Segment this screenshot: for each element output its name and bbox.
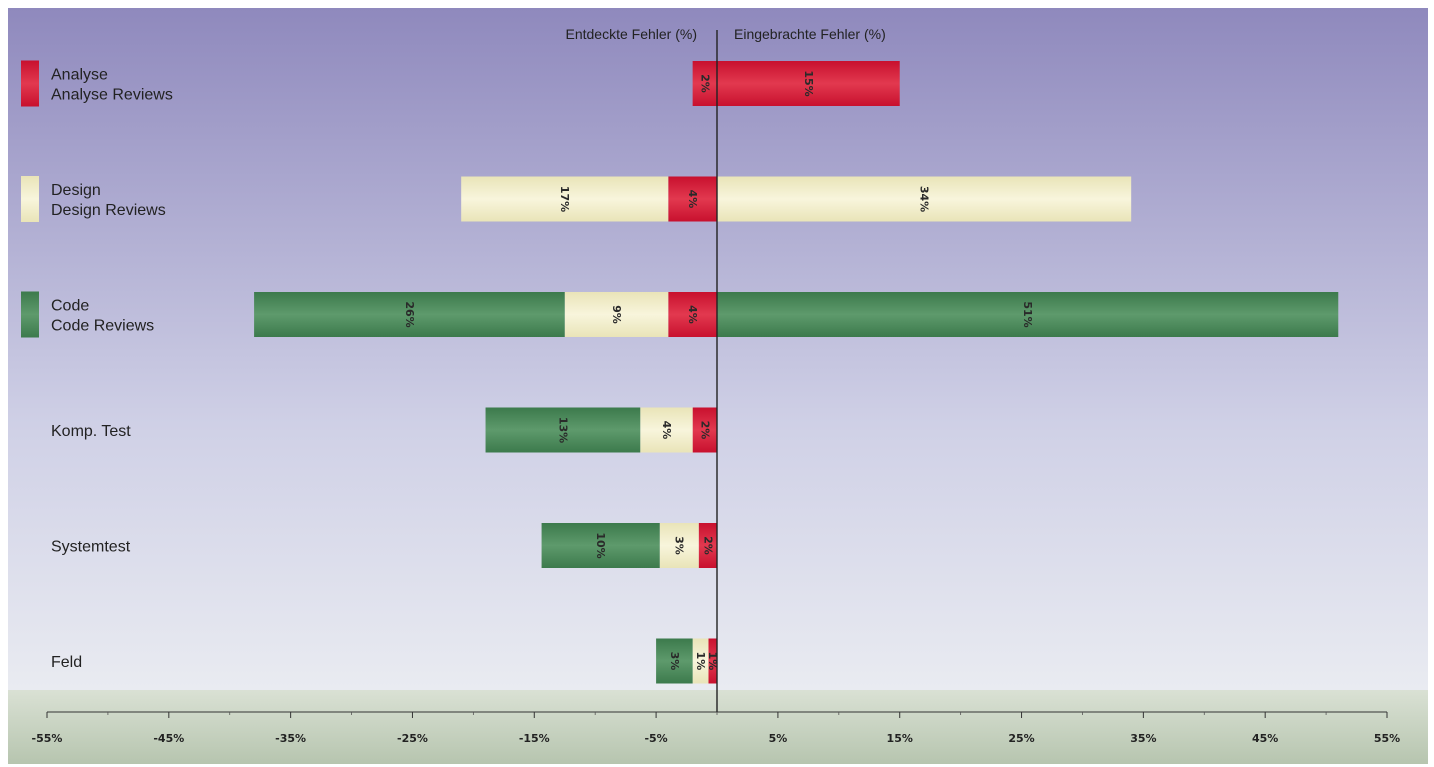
x-tick-label-0: -55% <box>32 732 63 745</box>
category-label-2-line1: Code <box>51 298 89 315</box>
bar-introduced-analyse-0 <box>717 61 900 106</box>
bar-detected-code-5 <box>656 638 693 684</box>
x-axis: -55% -45% -35% -25% -15% -5% 5% 15% 25% 35% 45% 55% <box>32 711 1400 745</box>
bar-detected-analyse-3 <box>692 407 717 453</box>
x-tick-label-9: 35% <box>1130 732 1156 745</box>
bar-detected-analyse-2 <box>668 292 717 337</box>
axis-band <box>8 690 1428 764</box>
label-detected-code-2: 26% <box>403 301 416 327</box>
category-labels: Analyse Analyse Reviews Design Design Revie… <box>21 60 173 671</box>
left-header: Entdeckte Fehler (%) <box>566 26 698 42</box>
x-tick-label-6: 5% <box>769 732 788 745</box>
x-tick-label-10: 45% <box>1252 732 1278 745</box>
category-label-3: Komp. Test <box>51 423 131 440</box>
label-introduced-analyse-0: 15% <box>802 70 815 96</box>
x-tick-label-11: 55% <box>1374 732 1400 745</box>
bar-detected-code-3 <box>485 407 641 453</box>
category-label-0-line1: Analyse <box>51 67 108 84</box>
label-detected-analyse-3: 2% <box>698 421 711 440</box>
legend-swatch-analyse <box>21 60 39 107</box>
plot-background <box>8 8 1428 764</box>
legend-swatch-design <box>21 176 39 222</box>
category-label-1-line1: Design <box>51 182 101 199</box>
right-header: Eingebrachte Fehler (%) <box>734 26 886 42</box>
bars-group: 2% 15% 4% 17% 34% 4% 9% 26% 51% 2% 4% 13% 2% 3% 10% 1%1… <box>254 61 1339 684</box>
label-detected-design-1: 17% <box>558 186 571 212</box>
bar-detected-code-4 <box>541 523 660 568</box>
bar-detected-design-5 <box>692 638 709 684</box>
label-introduced-code-2: 51% <box>1021 301 1034 327</box>
bar-detected-analyse-5 <box>708 638 717 684</box>
x-tick-label-8: 25% <box>1008 732 1034 745</box>
bar-introduced-design-1 <box>717 176 1132 222</box>
x-tick-label-1: -45% <box>153 732 184 745</box>
bar-introduced-code-2 <box>717 292 1339 337</box>
category-label-4: Systemtest <box>51 539 131 556</box>
bar-detected-design-3 <box>640 407 693 453</box>
label-detected-analyse-0: 2% <box>698 74 711 93</box>
category-label-2-line2: Code Reviews <box>51 318 154 335</box>
bar-detected-analyse-0 <box>692 61 717 106</box>
category-label-0-line2: Analyse Reviews <box>51 87 173 104</box>
x-tick-label-2: -35% <box>275 732 306 745</box>
label-detected-analyse-2: 4% <box>686 305 699 324</box>
bar-detected-design-4 <box>659 523 699 568</box>
label-detected-code-5: 3% <box>668 652 681 671</box>
label-detected-code-4: 10% <box>594 532 607 558</box>
label-detected-analyse-1: 4% <box>686 190 699 209</box>
bar-detected-analyse-1 <box>668 176 717 222</box>
label-detected-design-2: 9% <box>610 305 623 324</box>
category-label-1-line2: Design Reviews <box>51 202 166 219</box>
label-detected-analyse-5: 1% <box>706 652 719 671</box>
label-detected-design-5: 1% <box>694 652 707 671</box>
bar-detected-code-2 <box>254 292 565 337</box>
bar-detected-design-2 <box>564 292 669 337</box>
category-label-5: Feld <box>51 654 82 671</box>
label-detected-code-3: 13% <box>556 417 569 443</box>
bar-detected-design-1 <box>461 176 669 222</box>
x-tick-label-3: -25% <box>397 732 428 745</box>
label-detected-design-4: 3% <box>673 536 686 555</box>
x-tick-label-7: 15% <box>887 732 913 745</box>
label-detected-design-3: 4% <box>660 421 673 440</box>
x-tick-label-4: -15% <box>519 732 550 745</box>
x-tick-label-5: -5% <box>644 732 667 745</box>
label-detected-analyse-4: 2% <box>701 536 714 555</box>
legend-swatch-code <box>21 291 39 338</box>
bar-detected-analyse-4 <box>698 523 717 568</box>
label-introduced-design-1: 34% <box>918 186 931 212</box>
